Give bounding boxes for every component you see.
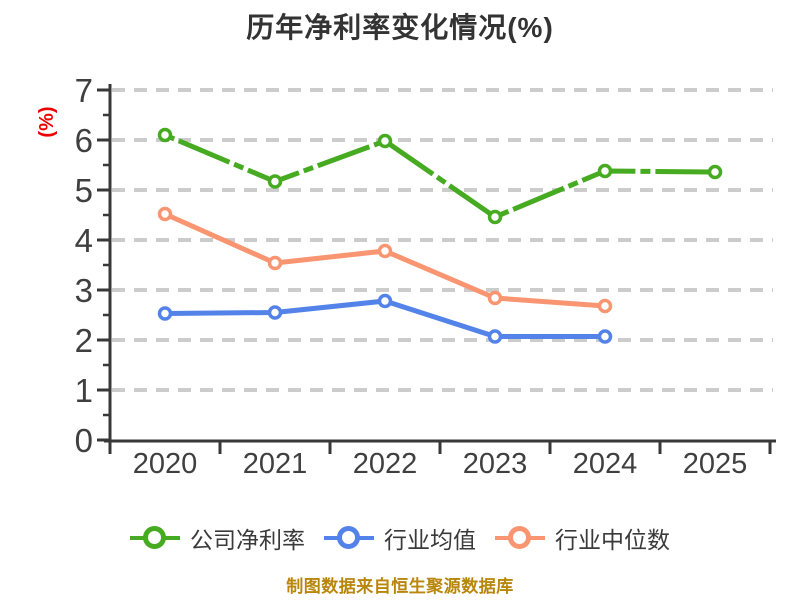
y-tick-label: 7 <box>75 72 93 109</box>
legend-marker-industry-mean <box>324 526 374 550</box>
legend-marker-industry-median <box>495 526 545 550</box>
legend-label: 公司净利率 <box>190 527 305 553</box>
x-tick-label: 2023 <box>463 448 528 480</box>
data-source-caption: 制图数据来自恒生聚源数据库 <box>286 577 514 596</box>
x-tick-label: 2021 <box>243 448 308 480</box>
series-line-company-net-margin <box>164 132 716 220</box>
legend-circle-icon <box>143 526 166 549</box>
data-point-industry-mean-2022 <box>377 293 393 309</box>
y-tick-label: 3 <box>75 272 93 309</box>
y-tick-label: 2 <box>75 322 93 359</box>
data-point-company-net-margin-2025 <box>707 164 723 180</box>
data-point-company-net-margin-2022 <box>377 133 393 149</box>
legend-item-industry-median: 行业中位数 <box>495 521 670 555</box>
y-tick-label: 6 <box>75 122 93 159</box>
data-point-industry-median-2021 <box>267 255 283 271</box>
data-point-company-net-margin-2023 <box>487 209 503 225</box>
data-point-industry-mean-2024 <box>597 329 613 344</box>
legend-circle-icon <box>337 526 360 549</box>
legend-label: 行业均值 <box>384 527 476 553</box>
legend-marker-company-net-margin <box>130 526 180 550</box>
data-point-industry-median-2022 <box>377 243 393 259</box>
x-tick-label: 2022 <box>353 448 418 480</box>
legend-label: 行业中位数 <box>555 527 670 553</box>
series-line-industry-median <box>163 211 606 309</box>
data-point-industry-median-2023 <box>487 290 503 306</box>
legend-circle-icon <box>508 526 531 549</box>
data-point-industry-mean-2021 <box>267 305 283 320</box>
legend: 公司净利率 行业均值 行业中位数 <box>0 521 800 555</box>
data-point-industry-mean-2023 <box>487 329 503 344</box>
x-tick-label: 2025 <box>683 448 748 480</box>
data-point-industry-median-2024 <box>597 298 613 314</box>
data-point-company-net-margin-2024 <box>597 163 613 179</box>
data-point-company-net-margin-2020 <box>157 127 173 143</box>
y-tick-label: 5 <box>75 172 93 209</box>
legend-item-industry-mean: 行业均值 <box>324 521 476 555</box>
x-tick-label: 2020 <box>133 448 198 480</box>
y-tick-label: 1 <box>75 372 93 409</box>
y-tick-label: 4 <box>75 222 93 259</box>
chart-title: 历年净利率变化情况(%) <box>246 12 554 43</box>
legend-item-company-net-margin: 公司净利率 <box>130 521 305 555</box>
data-point-company-net-margin-2021 <box>267 174 283 189</box>
data-point-industry-mean-2020 <box>157 306 173 321</box>
y-tick-label: 0 <box>75 422 93 459</box>
data-point-industry-median-2020 <box>157 206 173 222</box>
x-tick-label: 2024 <box>573 448 638 480</box>
